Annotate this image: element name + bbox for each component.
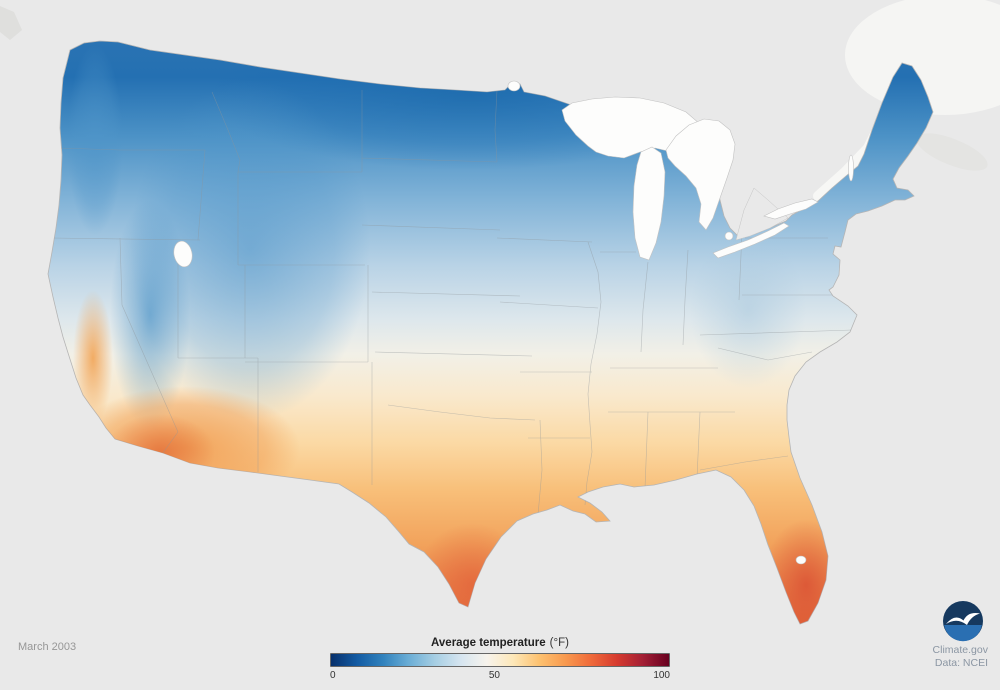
map-legend: Average temperature (°F) 0 50 100 (330, 637, 670, 681)
noaa-logo (942, 600, 984, 642)
state-borders (51, 89, 853, 516)
map-date-label: March 2003 (18, 641, 77, 653)
attribution-site: Climate.gov (932, 644, 988, 656)
legend-tick-max: 100 (653, 670, 670, 681)
lake-okeechobee (795, 555, 807, 565)
attribution-data: Data: NCEI (934, 657, 988, 669)
lake-huron (665, 118, 736, 231)
lake-champlain (848, 154, 854, 182)
lake-st-clair (724, 231, 734, 241)
great-salt-lake (173, 240, 193, 268)
legend-colorbar (330, 653, 670, 667)
great-lakes (173, 80, 854, 565)
legend-tick-mid: 50 (488, 670, 500, 681)
lake-ontario (763, 198, 819, 220)
legend-title: Average temperature (°F) (330, 637, 670, 649)
legend-tick-min: 0 (330, 670, 336, 681)
lake-michigan (632, 146, 666, 261)
lake-of-the-woods (507, 80, 521, 92)
legend-ticks: 0 50 100 (330, 670, 670, 681)
attribution: Climate.gov Data: NCEI (933, 644, 988, 670)
legend-variable: Average temperature (431, 637, 546, 649)
lake-erie (712, 222, 790, 259)
noaa-seagull-icon (943, 601, 983, 642)
legend-unit: (°F) (549, 637, 569, 649)
